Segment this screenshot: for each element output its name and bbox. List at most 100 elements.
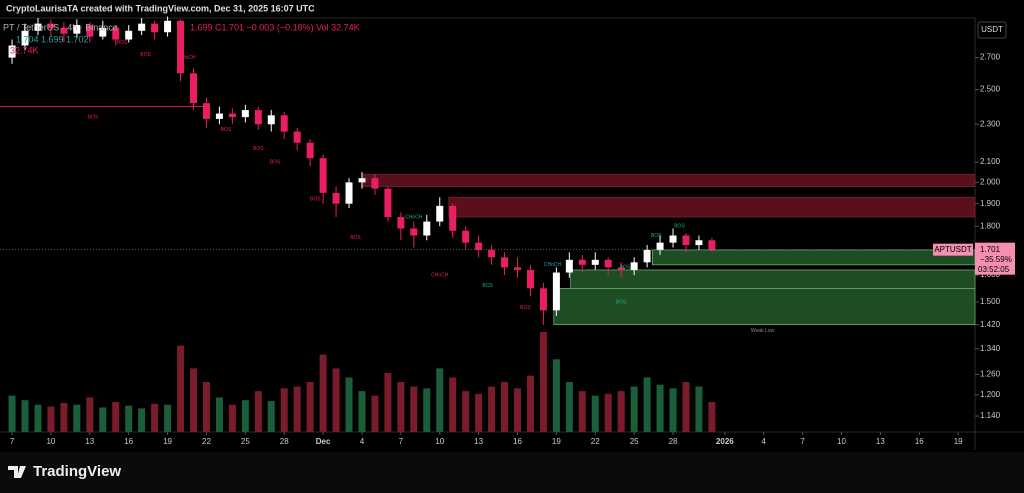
candle-body [501,257,509,268]
volume-bar [371,395,379,432]
volume-bar [189,368,197,432]
volume-bar [138,408,146,432]
volume-bar [241,400,249,432]
volume-bar [669,388,677,432]
x-tick-label: 13 [876,437,885,446]
volume-bar [630,386,638,432]
x-tick-label: 10 [46,437,55,446]
candle-body [708,240,716,250]
volume-bar [164,404,172,432]
candle-body [189,73,197,104]
candle-body [565,259,573,273]
last-price-symbol-box [933,243,973,256]
candle-body [578,259,586,265]
x-tick-label: 10 [435,437,444,446]
zone [448,196,976,218]
candle-body [254,110,262,125]
volume-bar [306,382,314,432]
x-tick-label: 7 [10,437,15,446]
candle-body [436,205,444,222]
x-tick-label: 19 [163,437,172,446]
volume-bar [617,391,625,432]
y-tick-label: 1.800 [980,221,1001,230]
zone [651,249,976,266]
x-tick-label: 13 [474,437,483,446]
candle-body [669,235,677,243]
volume-bar [384,372,392,432]
annotation: BOS [253,146,264,152]
ohlc: 1.699 C1.701 −0.003 (−0.18%) Vol 32.74K [190,22,360,32]
y-tick-label: 2.500 [980,85,1001,94]
x-tick-label: 4 [360,437,365,446]
annotation: CHoCH [178,55,196,61]
volume-bar [358,391,366,432]
header: CryptoLaurisaTA created with TradingView… [6,3,315,13]
y-tick-label: 1.500 [980,297,1001,306]
x-tick-label: 28 [280,437,289,446]
volume-bar [319,354,327,432]
candle-body [293,131,301,143]
volume-bar [708,402,716,432]
annotation: Weak Low [751,328,775,334]
candle-body [73,25,81,34]
y-tick-label: 2.000 [980,177,1001,186]
y-tick-label: 2.100 [980,157,1001,166]
volume-bar [695,386,703,432]
x-tick-label: 22 [591,437,600,446]
candle-body [449,205,457,231]
candle-body [151,23,159,33]
x-tick-label: 25 [630,437,639,446]
annotation: BOS [117,40,128,46]
annotation: BOS [140,52,151,58]
y-tick-label: 1.140 [980,411,1001,420]
candle-body [241,110,249,118]
candle-body [86,25,94,37]
volume-bar [488,386,496,432]
symbol: PT / TetherUS · 4h · Binance [3,22,118,32]
candle-body [475,242,483,250]
last-price-box [975,242,1015,275]
volume-label: 32.74K [10,45,39,55]
candle-body [695,240,703,246]
volume-bar [656,384,664,432]
candle-body [112,27,120,40]
volume-bar [462,391,470,432]
x-tick-label: 19 [954,437,963,446]
annotation: BOS [88,114,99,120]
candle-body [682,235,690,246]
x-tick-label: 16 [124,437,133,446]
candle-body [47,23,55,28]
candle-body [643,249,651,263]
volume-bar [552,359,560,432]
candle-body [125,30,133,40]
y-tick-label: 1.260 [980,370,1001,379]
candle-body [384,188,392,218]
annotation: BOS [310,197,321,203]
x-tick-label: 10 [837,437,846,446]
candle-body [267,115,275,125]
volume-bar [99,407,107,432]
last-price-countdown: 03:52:05 [978,265,1010,274]
candle-body [423,221,431,236]
volume-bar [60,402,68,432]
x-tick-label: 4 [762,437,767,446]
volume-bar [177,345,185,432]
x-tick-label: 28 [669,437,678,446]
candle-body [371,178,379,189]
volume-bar [591,395,599,432]
volume-bar [501,382,509,432]
footer [0,452,1024,493]
volume-bar [604,393,612,432]
candle-body [21,30,29,46]
annotation: CHoCH [431,272,449,278]
brand: TradingView [33,463,121,480]
candle-body [138,23,146,31]
volume-bar [410,386,418,432]
annotation: BOS [520,305,531,311]
candle-body [34,23,42,31]
volume-bar [539,332,547,432]
y-tick-label: 1.200 [980,390,1001,399]
annotation: BOS [350,235,361,241]
annotation: BOS [221,127,232,133]
